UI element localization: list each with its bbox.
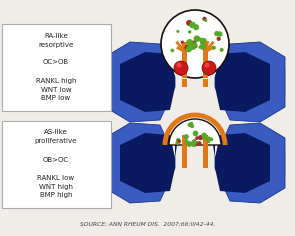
Circle shape: [195, 136, 199, 140]
Circle shape: [184, 139, 189, 143]
Circle shape: [186, 39, 193, 46]
Circle shape: [186, 141, 192, 147]
Circle shape: [196, 37, 200, 40]
Polygon shape: [215, 133, 270, 193]
Polygon shape: [203, 42, 208, 78]
Polygon shape: [215, 123, 285, 203]
Circle shape: [194, 141, 198, 145]
FancyBboxPatch shape: [2, 121, 111, 208]
Wedge shape: [169, 119, 221, 145]
Circle shape: [190, 124, 194, 128]
Circle shape: [184, 45, 190, 50]
Circle shape: [197, 141, 201, 146]
Polygon shape: [182, 145, 187, 168]
Circle shape: [204, 19, 207, 22]
Polygon shape: [175, 145, 177, 158]
Circle shape: [191, 143, 196, 147]
Circle shape: [189, 22, 196, 28]
Circle shape: [194, 142, 198, 146]
Circle shape: [214, 31, 220, 36]
Circle shape: [217, 37, 221, 41]
Circle shape: [194, 37, 197, 40]
Circle shape: [217, 31, 223, 37]
Circle shape: [220, 48, 224, 52]
Circle shape: [194, 141, 197, 144]
Circle shape: [175, 141, 179, 145]
Circle shape: [212, 46, 216, 50]
Circle shape: [202, 61, 216, 75]
Circle shape: [192, 139, 196, 143]
Polygon shape: [105, 42, 175, 122]
Polygon shape: [120, 52, 175, 112]
Circle shape: [198, 135, 203, 140]
Polygon shape: [217, 150, 285, 176]
Circle shape: [191, 140, 196, 144]
Circle shape: [202, 17, 206, 21]
Polygon shape: [120, 133, 175, 193]
Circle shape: [191, 41, 196, 46]
Text: AS-like
proliferative

OB>OC

RANKL low
WNT high
BMP high: AS-like proliferative OB>OC RANKL low WN…: [35, 130, 77, 198]
Circle shape: [193, 24, 199, 30]
Polygon shape: [215, 52, 270, 112]
FancyBboxPatch shape: [2, 24, 111, 111]
Circle shape: [190, 43, 196, 50]
Circle shape: [188, 30, 191, 34]
Polygon shape: [182, 42, 187, 78]
Circle shape: [189, 123, 193, 127]
Polygon shape: [217, 69, 285, 95]
Circle shape: [177, 139, 181, 144]
Circle shape: [192, 44, 196, 48]
Polygon shape: [215, 42, 285, 122]
Circle shape: [194, 35, 200, 42]
Polygon shape: [105, 123, 175, 203]
Polygon shape: [105, 69, 173, 95]
Text: SOURCE: ANN RHEUM DIS.  2007;66:III42-44.: SOURCE: ANN RHEUM DIS. 2007;66:III42-44.: [80, 222, 216, 227]
Circle shape: [200, 40, 205, 45]
Circle shape: [171, 49, 174, 52]
Circle shape: [200, 43, 206, 50]
Polygon shape: [182, 79, 187, 87]
Polygon shape: [203, 145, 208, 168]
Circle shape: [199, 46, 201, 49]
Polygon shape: [203, 79, 208, 87]
Circle shape: [206, 136, 211, 140]
Circle shape: [191, 24, 195, 28]
Circle shape: [201, 38, 206, 43]
Circle shape: [176, 138, 181, 143]
Circle shape: [193, 44, 197, 48]
Circle shape: [188, 122, 192, 127]
Circle shape: [174, 61, 188, 75]
Polygon shape: [105, 150, 173, 176]
Circle shape: [201, 133, 207, 139]
Polygon shape: [182, 135, 187, 145]
Circle shape: [186, 46, 192, 52]
Circle shape: [189, 122, 193, 126]
Circle shape: [188, 46, 191, 49]
Circle shape: [176, 63, 181, 67]
Circle shape: [186, 20, 192, 26]
Circle shape: [192, 42, 197, 48]
Polygon shape: [203, 135, 208, 145]
Polygon shape: [213, 145, 215, 158]
Circle shape: [184, 134, 189, 139]
Circle shape: [207, 140, 210, 143]
Circle shape: [181, 41, 184, 44]
Circle shape: [176, 30, 179, 33]
Circle shape: [209, 137, 213, 141]
Circle shape: [204, 137, 208, 141]
Circle shape: [161, 10, 229, 78]
Circle shape: [193, 131, 199, 136]
Text: RA-like
resorptive

OC>OB

RANKL high
WNT low
BMP low: RA-like resorptive OC>OB RANKL high WNT …: [36, 33, 76, 101]
Circle shape: [199, 38, 204, 42]
Circle shape: [204, 63, 209, 67]
